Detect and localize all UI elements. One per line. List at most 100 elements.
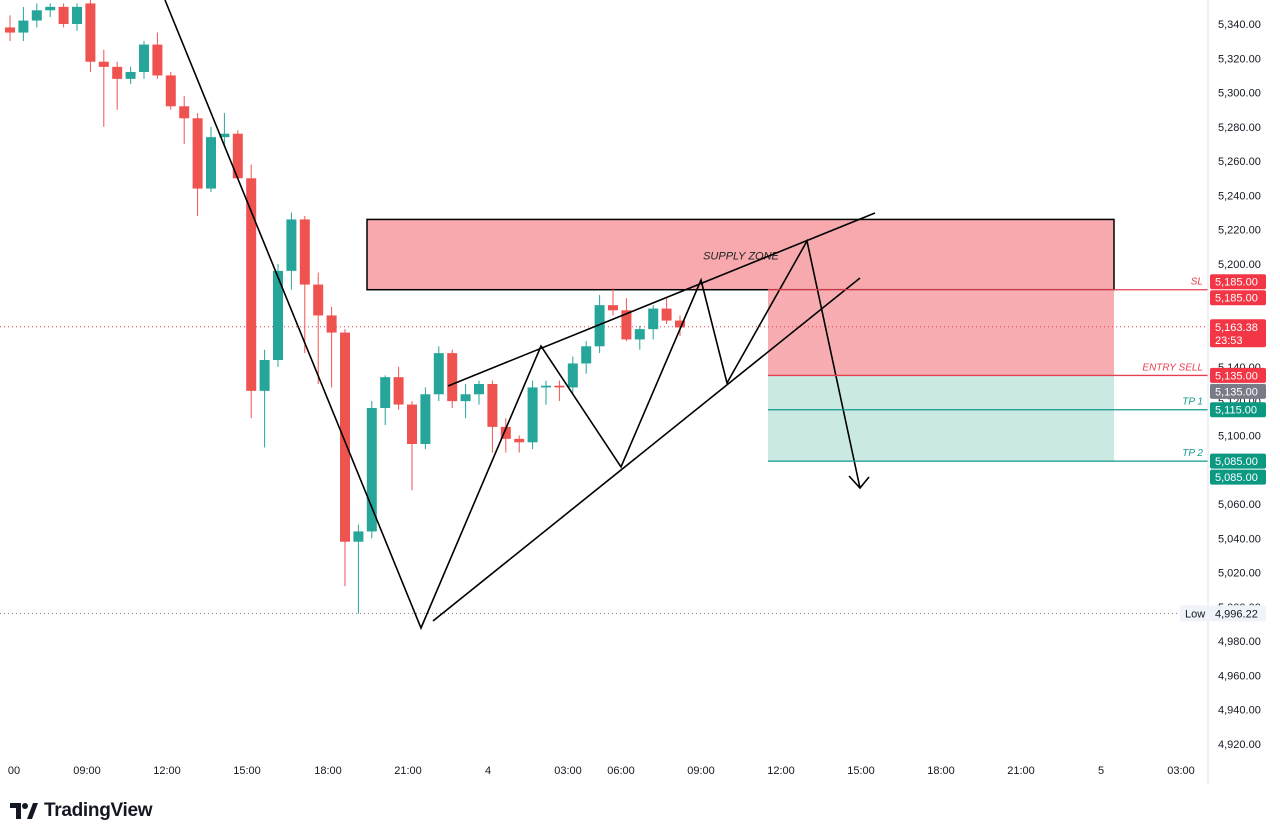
- y-tick-label: 5,280.00: [1218, 122, 1261, 134]
- x-tick-label: 4: [485, 765, 491, 777]
- candle: [58, 3, 69, 28]
- y-tick-label: 4,940.00: [1218, 705, 1261, 717]
- y-tick-label: 5,260.00: [1218, 156, 1261, 168]
- price-badge-text: 5,163.38: [1215, 322, 1258, 334]
- price-badge: 5,135.00: [1210, 367, 1266, 383]
- candle-body: [139, 44, 149, 72]
- candle-body: [31, 10, 42, 21]
- x-tick-label: 03:00: [1167, 765, 1195, 777]
- candle: [313, 272, 324, 384]
- candle-body: [340, 332, 350, 542]
- candle: [286, 212, 297, 290]
- candle-body: [232, 133, 243, 179]
- candle-body: [246, 178, 257, 391]
- candle-body: [460, 394, 471, 402]
- price-badge-text: 5,115.00: [1215, 405, 1257, 417]
- candle-body: [675, 320, 685, 328]
- candle: [353, 524, 364, 614]
- candle-body: [313, 284, 324, 316]
- wedge-pattern-drawing: [164, 0, 876, 631]
- candle: [165, 72, 176, 110]
- candle: [567, 356, 578, 393]
- y-tick-label: 5,040.00: [1218, 533, 1261, 545]
- y-tick-label: 5,020.00: [1218, 568, 1261, 580]
- wedge-lower-trendline: [432, 277, 861, 622]
- candle: [581, 341, 592, 374]
- price-badge-bg: [1210, 453, 1266, 469]
- candle: [259, 349, 270, 448]
- tradingview-logo: TradingView: [10, 798, 153, 824]
- price-line-label: TP 2: [1182, 448, 1203, 459]
- price-badge-bg: [1210, 274, 1266, 290]
- candle: [433, 346, 444, 402]
- price-line-label: SL: [1191, 277, 1203, 288]
- price-badge-text: 5,185.00: [1215, 293, 1258, 305]
- x-tick-label: 21:00: [1007, 765, 1035, 777]
- candle: [85, 0, 96, 72]
- down-arrow-head: [848, 475, 870, 490]
- candle-body: [621, 310, 632, 340]
- y-tick-label: 5,100.00: [1218, 430, 1261, 442]
- x-tick-label: 06:00: [607, 765, 635, 777]
- candle-body: [500, 426, 511, 439]
- candle-body: [58, 6, 69, 24]
- x-tick-label: 03:00: [554, 765, 582, 777]
- candle: [232, 130, 243, 179]
- candle-body: [299, 219, 310, 285]
- candle: [608, 288, 618, 316]
- candle-body: [45, 6, 56, 11]
- candle: [246, 164, 257, 419]
- candle: [18, 6, 29, 42]
- candle: [447, 349, 458, 408]
- candle: [554, 380, 565, 402]
- candle-body: [554, 385, 565, 388]
- candle-body: [259, 360, 270, 391]
- price-line-label: ENTRY SELL: [1142, 362, 1203, 373]
- price-badge-countdown: 23:53: [1215, 335, 1243, 347]
- candle: [45, 3, 56, 18]
- price-badge: 5,085.00: [1210, 469, 1266, 485]
- candle-body: [72, 6, 82, 24]
- candle: [460, 384, 471, 419]
- reward-zone: [768, 375, 1114, 462]
- y-tick-label: 5,240.00: [1218, 190, 1261, 202]
- price-badge-bg: [1210, 319, 1266, 348]
- candle-body: [661, 308, 672, 321]
- candle-body: [594, 305, 605, 347]
- candle: [206, 126, 216, 192]
- y-tick-label: 4,920.00: [1218, 739, 1261, 751]
- candle: [634, 325, 645, 350]
- candle-body: [393, 377, 404, 405]
- price-badge-bg: [1210, 290, 1266, 306]
- candle: [192, 113, 203, 216]
- candle-body: [98, 61, 109, 67]
- candle: [393, 366, 404, 410]
- x-tick-label: 00: [8, 765, 20, 777]
- candle-body: [206, 137, 216, 189]
- candle-body: [165, 75, 176, 107]
- candle-body: [125, 72, 136, 79]
- candle: [326, 306, 337, 388]
- candle-body: [447, 353, 458, 402]
- low-badge: Low 4,996.22: [1180, 605, 1266, 622]
- candle: [487, 380, 498, 453]
- price-badge-bg: [1210, 383, 1266, 399]
- candle-body: [353, 531, 364, 542]
- price-badge-text: 5,185.00: [1215, 277, 1258, 289]
- candle: [340, 329, 350, 587]
- x-tick-label: 09:00: [687, 765, 715, 777]
- price-badge: 5,135.00: [1210, 383, 1266, 399]
- candle: [72, 3, 82, 31]
- candle-body: [567, 363, 578, 388]
- candle: [299, 216, 310, 354]
- price-badge: 5,115.00: [1210, 402, 1266, 418]
- candle: [474, 380, 484, 405]
- candle-body: [433, 353, 444, 395]
- candle: [273, 264, 283, 367]
- candle: [420, 387, 431, 450]
- candle-body: [152, 44, 163, 76]
- price-badge: 5,185.00: [1210, 290, 1266, 306]
- candle: [514, 435, 525, 453]
- low-value: 4,996.22: [1215, 608, 1258, 620]
